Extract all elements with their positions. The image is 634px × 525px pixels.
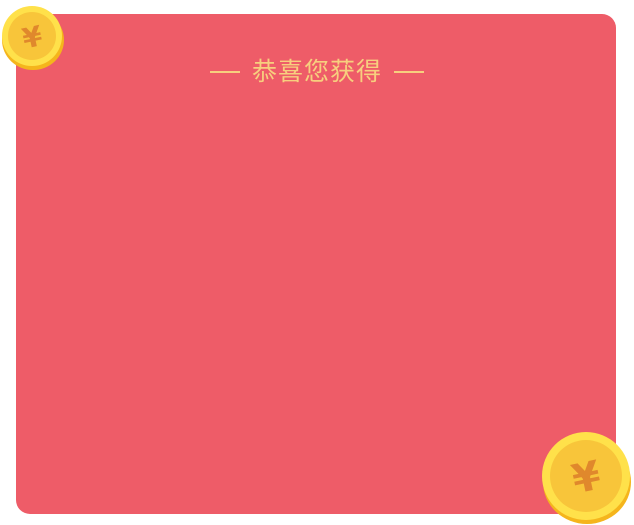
reward-card: [16, 14, 616, 514]
coin-icon: ¥: [539, 430, 634, 525]
heading-title: 恭喜您获得: [251, 57, 382, 86]
heading-right-line: [394, 71, 424, 73]
heading-left-line: [209, 71, 240, 73]
coin-icon: ¥: [0, 3, 68, 71]
reward-heading: 恭喜您获得: [0, 52, 634, 92]
